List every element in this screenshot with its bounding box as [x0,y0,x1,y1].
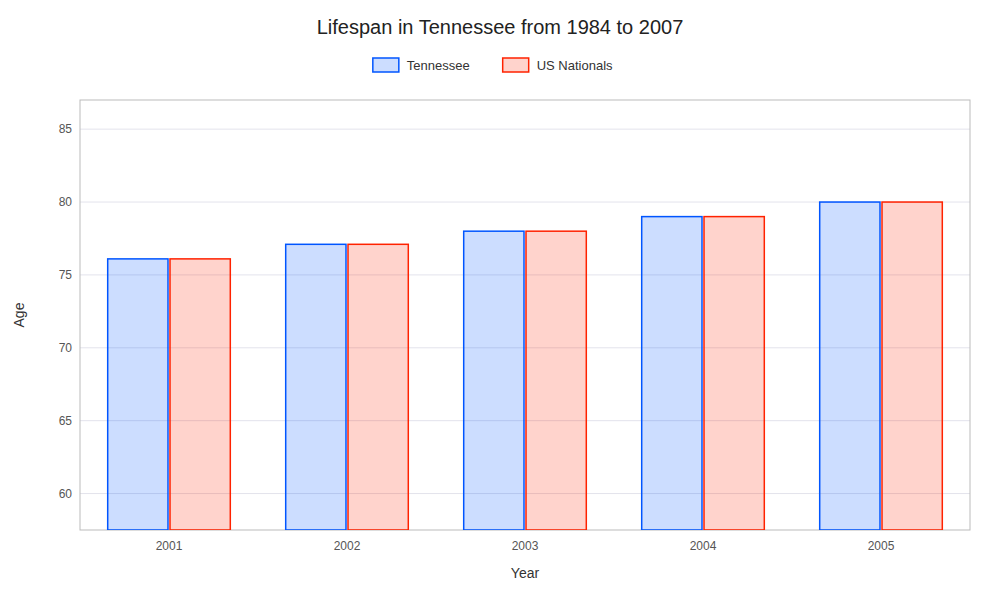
legend-swatch [373,58,399,72]
x-tick-label: 2001 [156,539,183,553]
chart-svg: Lifespan in Tennessee from 1984 to 2007 6… [0,0,1000,600]
x-tick-label: 2005 [868,539,895,553]
bar [348,244,408,530]
chart-container: Lifespan in Tennessee from 1984 to 2007 6… [0,0,1000,600]
bar [882,202,942,530]
background [0,0,1000,600]
x-axis-label: Year [511,565,540,581]
title: Lifespan in Tennessee from 1984 to 2007 [317,16,684,38]
y-tick-label: 80 [59,195,73,209]
bar [464,231,524,530]
bar [108,259,168,530]
plot-frame [80,100,970,530]
bar [820,202,880,530]
bar [526,231,586,530]
y-axis-label: Age [11,302,27,327]
y-tick-label: 65 [59,414,73,428]
y-tick-label: 70 [59,341,73,355]
legend-label: Tennessee [407,58,470,73]
y-tick-label: 85 [59,122,73,136]
x-tick-label: 2003 [512,539,539,553]
grid-line [80,129,970,130]
y-tick-label: 75 [59,268,73,282]
legend: Tennessee US Nationals [373,58,613,73]
x-tick-label: 2002 [334,539,361,553]
legend-label: US Nationals [537,58,613,73]
bar [642,217,702,530]
bars [108,202,943,530]
legend-swatch [503,58,529,72]
bar [704,217,764,530]
y-tick-label: 60 [59,487,73,501]
bar [286,244,346,530]
bar [170,259,230,530]
axes: 60 65 70 75 80 85 2001 2002 2003 2004 2005 [59,100,970,553]
x-tick-label: 2004 [690,539,717,553]
